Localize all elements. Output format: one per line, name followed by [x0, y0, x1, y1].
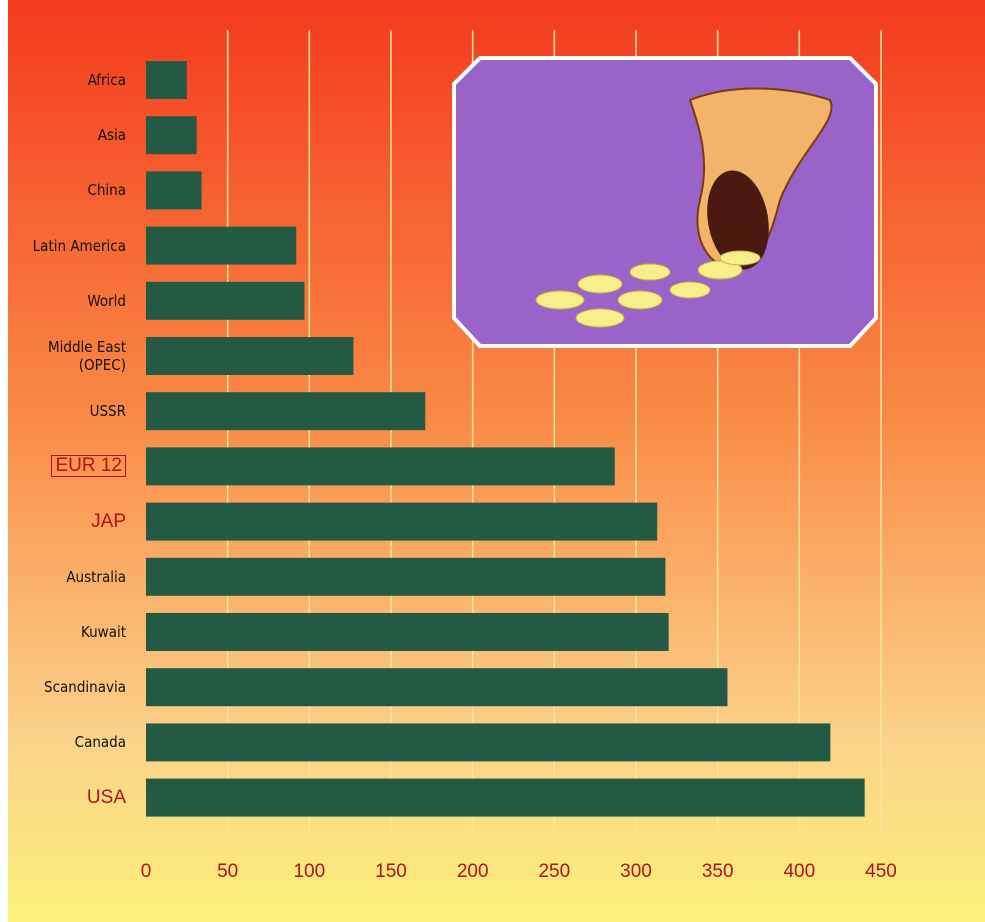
- category-text: World: [87, 291, 126, 310]
- category-text: Kuwait: [81, 623, 126, 641]
- x-tick-label: 200: [457, 861, 489, 882]
- x-tick-label: 150: [375, 861, 407, 882]
- bar: [146, 447, 615, 486]
- y-tick-label: China: [8, 163, 126, 217]
- category-text: USSR: [89, 402, 126, 421]
- bar: [146, 61, 187, 99]
- y-tick-label: USSR: [8, 384, 126, 438]
- y-tick-label: Kuwait: [8, 605, 126, 659]
- y-label-box: Africa: [8, 53, 126, 107]
- x-tick-label: 400: [783, 861, 815, 882]
- y-label-box: Australia: [8, 550, 126, 604]
- y-label-box: Latin America: [8, 219, 126, 273]
- bar: [146, 337, 354, 375]
- category-text: China: [87, 181, 126, 200]
- x-tick-label: 350: [702, 861, 734, 882]
- category-text: Africa: [87, 71, 126, 89]
- y-label-box: Kuwait: [8, 605, 126, 659]
- y-tick-label: EUR 12: [8, 439, 126, 493]
- x-tick-label: 450: [865, 861, 897, 882]
- category-text: EUR 12: [51, 455, 126, 478]
- y-label-box: USA: [8, 771, 126, 825]
- y-tick-label: JAP: [8, 495, 126, 549]
- category-text: USA: [86, 786, 126, 808]
- bar: [146, 171, 202, 210]
- y-tick-label: Middle East (OPEC): [8, 329, 126, 383]
- category-text: Middle East (OPEC): [48, 338, 126, 374]
- y-tick-label: Scandinavia: [8, 660, 126, 714]
- category-text: Asia: [97, 126, 126, 145]
- bar: [146, 778, 865, 817]
- category-text: Australia: [66, 567, 126, 586]
- illustration: [452, 56, 878, 348]
- y-label-box: World: [8, 274, 126, 328]
- y-tick-label: Canada: [8, 715, 126, 769]
- y-label-box: USSR: [8, 384, 126, 438]
- bar: [146, 226, 297, 265]
- y-label-box: Canada: [8, 715, 126, 769]
- x-tick-label: 0: [141, 861, 152, 882]
- bar: [146, 281, 305, 320]
- y-label-box: China: [8, 163, 126, 217]
- y-label-box: Middle East (OPEC): [8, 329, 126, 383]
- x-tick-label: 250: [538, 861, 570, 882]
- y-label-box: EUR 12: [8, 439, 126, 493]
- category-text: Canada: [74, 733, 126, 752]
- y-tick-label: Latin America: [8, 219, 126, 273]
- bar: [146, 668, 728, 707]
- x-tick-label: 300: [620, 861, 652, 882]
- bar: [146, 392, 426, 431]
- bar: [146, 116, 197, 155]
- y-tick-label: USA: [8, 771, 126, 825]
- y-label-box: Scandinavia: [8, 660, 126, 714]
- category-text: JAP: [91, 510, 126, 532]
- y-tick-label: Asia: [8, 108, 126, 162]
- bar: [146, 613, 669, 651]
- x-tick-label: 50: [217, 861, 238, 882]
- y-label-box: JAP: [8, 495, 126, 549]
- y-tick-label: Africa: [8, 53, 126, 107]
- bar: [146, 723, 831, 762]
- category-text: Scandinavia: [44, 678, 126, 697]
- bar: [146, 557, 666, 596]
- y-tick-label: World: [8, 274, 126, 328]
- x-tick-label: 100: [293, 861, 325, 882]
- y-tick-label: Australia: [8, 550, 126, 604]
- y-label-box: Asia: [8, 108, 126, 162]
- category-text: Latin America: [32, 236, 126, 255]
- bar: [146, 502, 658, 541]
